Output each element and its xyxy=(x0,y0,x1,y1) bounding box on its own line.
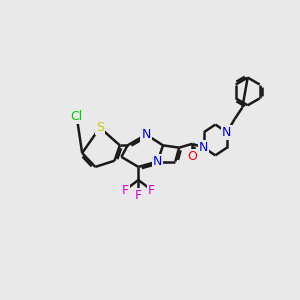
Text: F: F xyxy=(135,189,142,202)
Text: S: S xyxy=(96,121,104,134)
Text: N: N xyxy=(153,155,162,168)
Text: N: N xyxy=(199,141,208,154)
Text: Cl: Cl xyxy=(70,110,83,123)
Text: N: N xyxy=(222,126,232,139)
Text: F: F xyxy=(148,184,155,196)
Text: O: O xyxy=(187,150,197,164)
Text: N: N xyxy=(141,128,151,141)
Text: F: F xyxy=(122,184,129,196)
